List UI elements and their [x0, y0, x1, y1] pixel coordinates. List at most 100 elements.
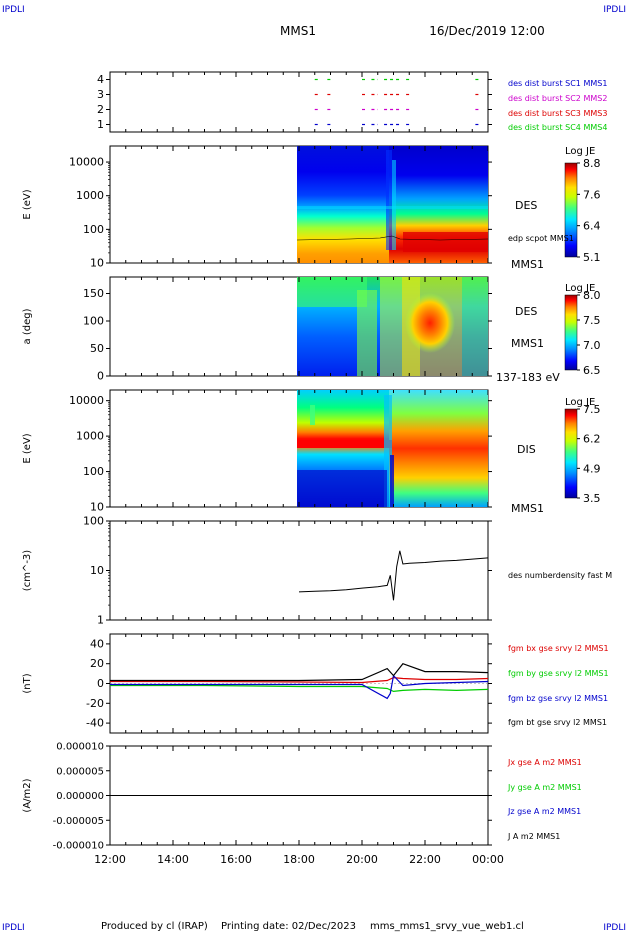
- corner-label-bottom-left: IPDLI: [2, 923, 25, 933]
- colorbar-tick-label: 6.4: [583, 220, 601, 233]
- y-tick-label-p5: 100: [83, 515, 104, 528]
- y-axis-label-p3: a (deg): [22, 308, 33, 344]
- des-energy-spectrogram: [297, 146, 488, 263]
- footer-printing-date: Printing date: 02/Dec/2023: [221, 921, 356, 932]
- panel-2-instrument-label: DES: [515, 199, 537, 212]
- des-pitch-angle-spectrogram: [297, 277, 488, 376]
- b-series-line: [110, 674, 489, 700]
- y-tick-label-p3: 150: [83, 287, 104, 300]
- colorbar-tick-label: 7.5: [583, 314, 601, 327]
- legend-j-component: Jy gse A m2 MMS1: [507, 783, 582, 792]
- legend-burst-sc4: des dist burst SC4 MMS4: [508, 123, 607, 132]
- footer-produced-by: Produced by cl (IRAP): [101, 921, 208, 932]
- y-tick-label-p5: 1: [97, 614, 104, 627]
- footer-filename: mms_mms1_srvy_vue_web1.cl: [370, 921, 524, 932]
- x-tick-label: 16:00: [220, 853, 252, 866]
- colorbar-title: Log JE: [565, 146, 595, 157]
- dynamic-chart-marks: 12:00 14:00 16:00 18:00 20:00 22:00 00:00 1 2 3 4 d…: [22, 72, 612, 866]
- y-axis-label-p6: (nT): [22, 673, 33, 693]
- x-tick-label: 14:00: [157, 853, 189, 866]
- panel-4-sc-label: MMS1: [511, 502, 544, 515]
- colorbar-des-pitch: [564, 294, 578, 371]
- y-tick-label-p3: 50: [90, 342, 104, 355]
- legend-density: des numberdensity fast M: [508, 571, 612, 580]
- y-tick-label-p2: 100: [83, 223, 104, 236]
- legend-burst-sc1: des dist burst SC1 MMS1: [508, 79, 607, 88]
- colorbar-tick-label: 3.5: [583, 492, 601, 505]
- corner-label-top-left: IPDLI: [2, 5, 25, 15]
- colorbar-tick-label: 8.0: [583, 289, 601, 302]
- y-tick-label-p6: 20: [90, 657, 104, 670]
- legend-j-component: Jx gse A m2 MMS1: [507, 758, 582, 767]
- corner-label-bottom-right: IPDLI: [603, 923, 626, 933]
- y-tick-label-p2: 10000: [69, 156, 104, 169]
- colorbar-tick-label: 6.2: [583, 433, 601, 446]
- x-tick-label: 12:00: [94, 853, 126, 866]
- legend-b-component: fgm by gse srvy l2 MMS1: [508, 669, 609, 678]
- colorbar-tick-label: 7.5: [583, 403, 601, 416]
- x-tick-label: 22:00: [409, 853, 441, 866]
- colorbar-dis-energy: [564, 408, 578, 499]
- y-axis-label-p5: (cm^-3): [22, 550, 33, 591]
- legend-b-component: fgm bx gse srvy l2 MMS1: [508, 644, 609, 653]
- legend-b-component: fgm bz gse srvy l2 MMS1: [508, 694, 608, 703]
- b-series-line: [110, 684, 489, 693]
- colorbar-tick-label: 7.6: [583, 188, 601, 201]
- y-tick-label-p6: -40: [86, 717, 104, 730]
- y-tick-label-p7: -0.000005: [53, 816, 104, 827]
- b-series-line: [110, 676, 489, 684]
- panel-3-instrument-label: DES: [515, 305, 537, 318]
- colorbar-tick-label: 8.8: [583, 157, 601, 170]
- panel-2-sc-label: MMS1: [511, 258, 544, 271]
- b-series-line: [110, 662, 489, 682]
- scpot-line: [296, 235, 489, 241]
- colorbar-des-energy: [564, 162, 578, 258]
- x-tick-label: 18:00: [283, 853, 315, 866]
- y-tick-label-p6: -20: [86, 697, 104, 710]
- panel-3-energy-band: 137-183 eV: [496, 371, 560, 384]
- y-tick-label-p4: 10: [90, 501, 104, 514]
- legend-j-component: Jz gse A m2 MMS1: [507, 807, 581, 816]
- y-tick-label-p4: 10000: [69, 394, 104, 407]
- spacecraft-title: MMS1: [280, 24, 316, 38]
- y-tick-label-p1: 1: [97, 118, 104, 131]
- colorbar-tick-label: 4.9: [583, 462, 601, 475]
- legend-b-component: fgm bt gse srvy l2 MMS1: [508, 718, 607, 727]
- y-tick-label-p7: 0.000005: [56, 766, 104, 777]
- legend-j-component: J A m2 MMS1: [507, 832, 560, 841]
- panel-4-instrument-label: DIS: [517, 443, 536, 456]
- y-tick-label-p2: 1000: [76, 189, 104, 202]
- y-tick-label-p3: 0: [97, 370, 104, 383]
- dis-energy-spectrogram: [297, 390, 488, 507]
- plot-datetime: 16/Dec/2019 12:00: [429, 24, 545, 38]
- y-tick-label-p3: 100: [83, 315, 104, 328]
- panel-5-frame: [109, 520, 489, 621]
- y-tick-label-p1: 4: [97, 73, 104, 86]
- y-tick-label-p4: 1000: [76, 430, 104, 443]
- y-tick-label-p7: 0.000010: [56, 742, 104, 753]
- y-tick-label-p4: 100: [83, 465, 104, 478]
- y-tick-label-p1: 2: [97, 103, 104, 116]
- x-tick-label: 20:00: [346, 853, 378, 866]
- y-tick-label-p2: 10: [90, 257, 104, 270]
- colorbar-title: Log JE: [565, 283, 595, 294]
- y-tick-label-p1: 3: [97, 88, 104, 101]
- y-tick-label-p7: 0.000000: [56, 791, 104, 802]
- panel-3-sc-label: MMS1: [511, 337, 544, 350]
- y-axis-label-p2: E (eV): [22, 189, 33, 219]
- y-axis-label-p4: E (eV): [22, 433, 33, 463]
- y-axis-label-p7: (A/m2): [22, 778, 33, 812]
- legend-burst-sc2: des dist burst SC2 MMS2: [508, 94, 607, 103]
- colorbar-tick-label: 5.1: [583, 251, 601, 264]
- panel-1-frame: [109, 71, 489, 133]
- y-tick-label-p5: 10: [90, 564, 104, 577]
- density-line: [298, 550, 489, 601]
- panel-2-overlay-label: edp scpot MMS1: [508, 234, 574, 243]
- y-tick-label-p6: 0: [97, 677, 104, 690]
- y-tick-label-p7: -0.000010: [53, 841, 104, 852]
- colorbar-tick-label: 7.0: [583, 339, 601, 352]
- y-tick-label-p6: 40: [90, 637, 104, 650]
- colorbar-tick-label: 6.5: [583, 364, 601, 377]
- colorbar-title: Log JE: [565, 397, 595, 408]
